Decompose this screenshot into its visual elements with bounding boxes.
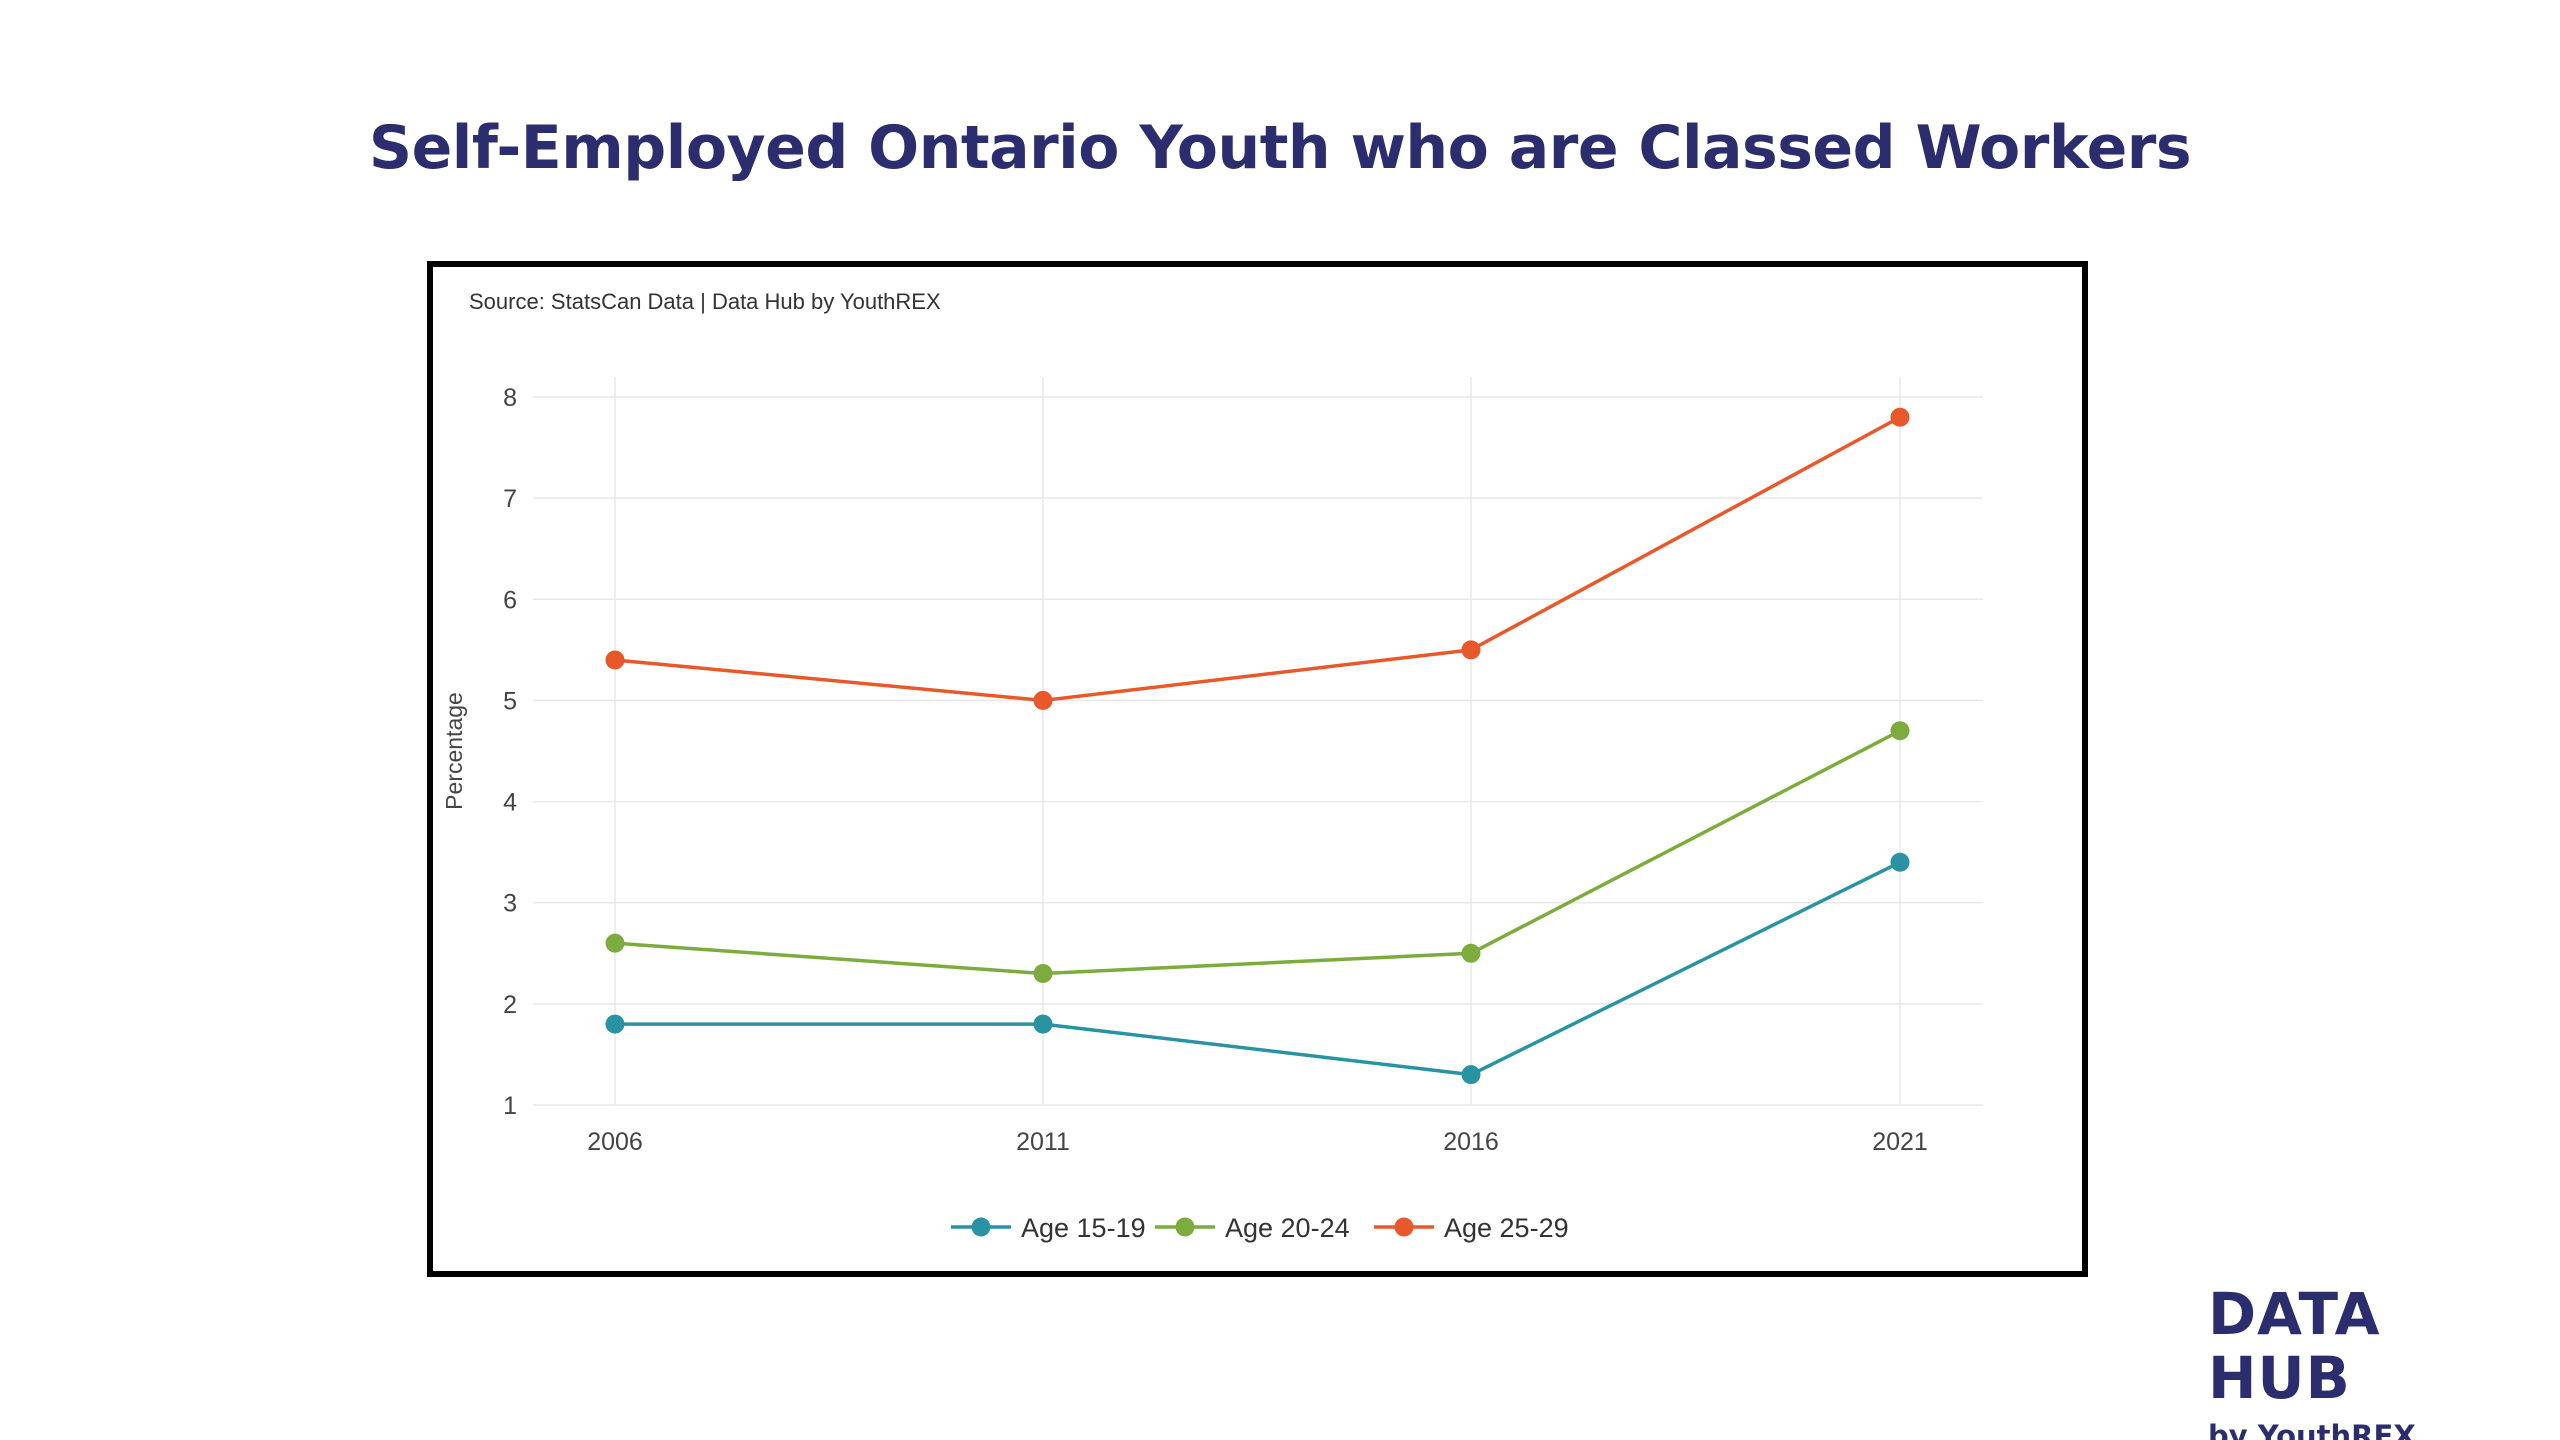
data-point [605, 933, 625, 953]
y-tick-label: 3 [503, 890, 517, 918]
x-tick-label: 2006 [587, 1128, 643, 1156]
page-title: Self-Employed Ontario Youth who are Clas… [368, 113, 2192, 183]
legend-marker [1394, 1217, 1414, 1237]
legend-marker [971, 1217, 991, 1237]
data-point [605, 650, 625, 670]
data-point [1461, 1065, 1481, 1085]
data-point [605, 1014, 625, 1034]
data-point [1461, 943, 1481, 963]
x-tick-label: 2021 [1872, 1128, 1928, 1156]
data-point [1033, 964, 1053, 984]
data-point [1033, 1014, 1053, 1034]
y-tick-label: 4 [503, 789, 517, 817]
brand-tagline: by YouthREX [2208, 1419, 2416, 1440]
line-chart: 1 2 3 4 5 6 7 8 2006 2011 2016 2021 Percentage Age 15… [441, 377, 1983, 1243]
y-tick-label: 2 [503, 991, 517, 1019]
y-tick-label: 1 [503, 1092, 517, 1120]
series-line [614, 729, 1901, 976]
brand-logo: DATA HUB by YouthREX [2208, 1282, 2528, 1440]
x-tick-label: 2016 [1443, 1128, 1499, 1156]
data-point [1890, 407, 1910, 427]
chart-frame: Source: StatsCan Data | Data Hub by Yout… [427, 261, 2088, 1277]
legend-marker [1175, 1217, 1195, 1237]
series-line [615, 860, 1901, 1077]
x-tick-label: 2011 [1016, 1128, 1070, 1156]
data-point [1033, 690, 1053, 710]
legend-label: Age 25-29 [1444, 1213, 1569, 1243]
series-line [614, 415, 1901, 703]
y-tick-label: 5 [503, 687, 517, 715]
y-tick-label: 6 [503, 586, 517, 614]
y-tick-label: 7 [503, 485, 517, 513]
legend-label: Age 20-24 [1225, 1213, 1350, 1243]
data-point [1890, 721, 1910, 741]
data-point [1890, 852, 1910, 872]
brand-name: DATA HUB [2208, 1280, 2381, 1412]
y-axis-title: Percentage [441, 692, 467, 810]
legend-label: Age 15-19 [1021, 1213, 1146, 1243]
y-tick-label: 8 [503, 384, 517, 412]
source-note: Source: StatsCan Data | Data Hub by Yout… [469, 289, 941, 314]
data-point [1461, 640, 1481, 660]
